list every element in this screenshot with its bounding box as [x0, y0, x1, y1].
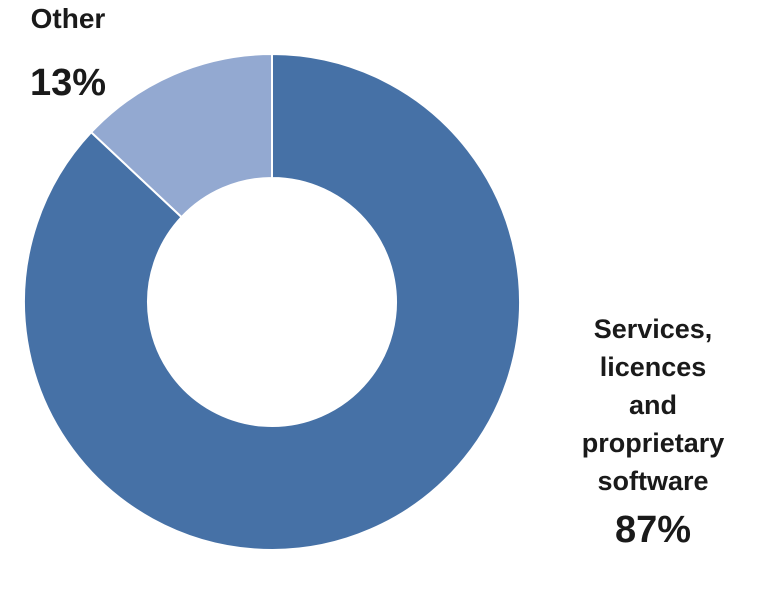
- donut-slice-services: [23, 52, 521, 551]
- donut-slice-other: [89, 52, 273, 219]
- slice-name-line: and: [628, 390, 677, 420]
- slice-value-other: 13%: [29, 62, 107, 104]
- slice-name-line: software: [597, 466, 709, 496]
- slice-name-line: Services,: [593, 314, 713, 344]
- slice-name-line: proprietary: [581, 428, 725, 458]
- slice-label-services: Services, licences and proprietary softw…: [548, 310, 758, 552]
- slice-name-other: Other: [30, 3, 106, 34]
- slice-value-services: 87%: [614, 509, 692, 551]
- slice-name-line: licences: [599, 352, 707, 382]
- donut-slices: [23, 52, 521, 551]
- slice-label-other: Other 13%: [18, 2, 118, 105]
